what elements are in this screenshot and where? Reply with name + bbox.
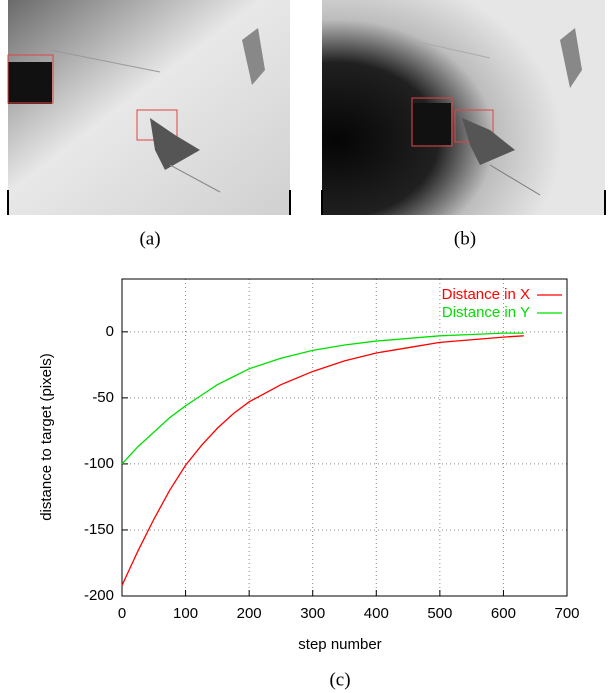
- photo-b: [321, 0, 606, 215]
- y-tick-label: -100: [84, 455, 114, 472]
- x-tick-label: 0: [118, 605, 126, 622]
- y-tick-label: -200: [84, 587, 114, 604]
- caption: (c): [329, 669, 350, 690]
- x-tick-label: 200: [237, 605, 262, 622]
- x-tick-label: 100: [173, 605, 198, 622]
- photo-a: [7, 0, 291, 215]
- y-axis-label: distance to target (pixels): [38, 353, 55, 521]
- x-axis-label: step number: [298, 636, 381, 653]
- y-tick-label: 0: [106, 323, 114, 340]
- plot-frame: [121, 278, 568, 597]
- legend-label: Distance in X: [442, 286, 530, 303]
- x-tick-label: 300: [300, 605, 325, 622]
- x-tick-label: 400: [364, 605, 389, 622]
- x-tick-label: 600: [491, 605, 516, 622]
- x-tick-label: 500: [427, 605, 452, 622]
- series-line: [121, 335, 524, 586]
- y-tick-label: -50: [92, 389, 114, 406]
- caption: (a): [139, 228, 160, 249]
- x-tick-label: 700: [554, 605, 579, 622]
- y-tick-label: -150: [84, 521, 114, 538]
- caption: (b): [454, 228, 476, 249]
- series-line: [121, 332, 524, 465]
- legend-label: Distance in Y: [442, 304, 530, 321]
